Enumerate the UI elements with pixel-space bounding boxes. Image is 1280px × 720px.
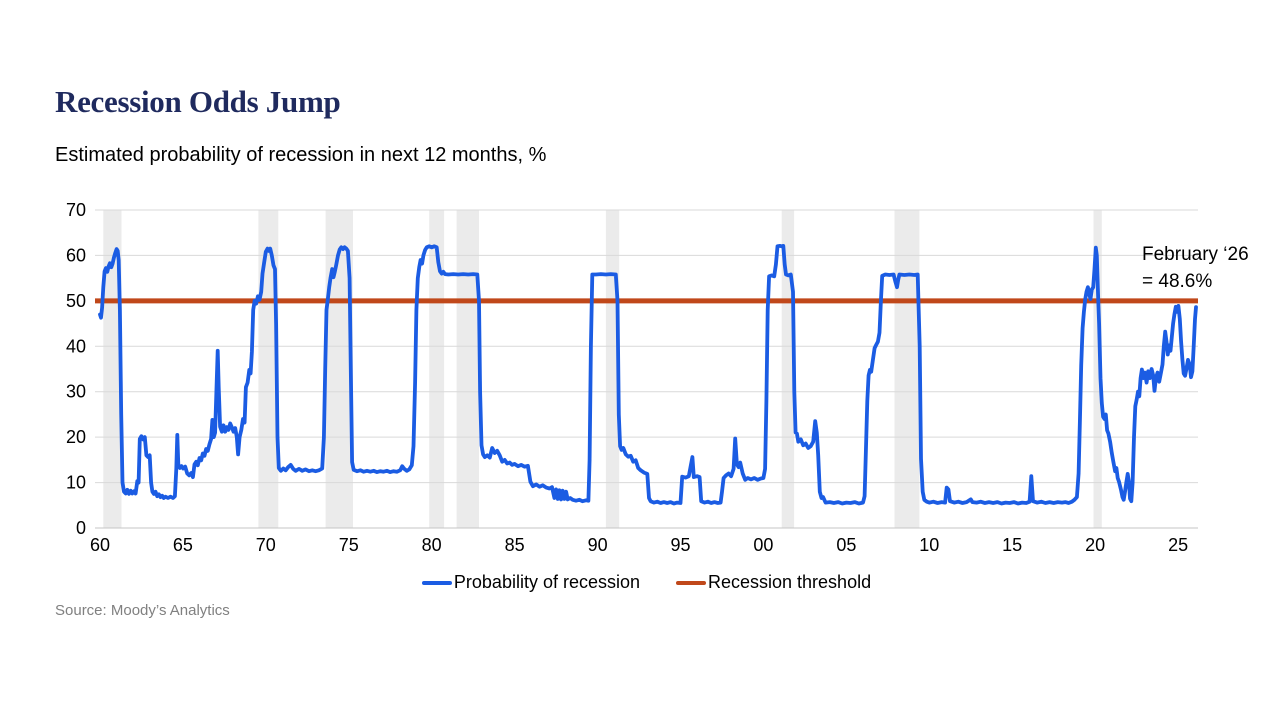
page-title: Recession Odds Jump — [55, 84, 341, 119]
svg-text:30: 30 — [66, 382, 86, 402]
svg-text:50: 50 — [66, 291, 86, 311]
svg-text:70: 70 — [256, 535, 276, 555]
svg-text:70: 70 — [66, 200, 86, 220]
svg-text:65: 65 — [173, 535, 193, 555]
svg-text:40: 40 — [66, 336, 86, 356]
legend-item-threshold: Recession threshold — [676, 572, 871, 593]
svg-text:10: 10 — [919, 535, 939, 555]
annotation-value: = 48.6% — [1142, 271, 1213, 292]
svg-text:0: 0 — [76, 518, 86, 538]
annotation-date: February ‘26 — [1142, 244, 1249, 265]
svg-text:95: 95 — [670, 535, 690, 555]
svg-text:05: 05 — [836, 535, 856, 555]
threshold-line-swatch — [676, 580, 706, 585]
svg-text:75: 75 — [339, 535, 359, 555]
svg-text:80: 80 — [422, 535, 442, 555]
source-note: Source: Moody’s Analytics — [55, 602, 230, 619]
svg-text:60: 60 — [66, 245, 86, 265]
legend-label-probability: Probability of recession — [453, 572, 640, 592]
svg-text:25: 25 — [1168, 535, 1188, 555]
probability-of-recession-line — [98, 243, 1198, 506]
svg-text:90: 90 — [588, 535, 608, 555]
svg-text:60: 60 — [90, 535, 110, 555]
svg-text:20: 20 — [1085, 535, 1105, 555]
svg-text:10: 10 — [66, 473, 86, 493]
x-axis-labels: 60 65 70 75 80 85 90 95 00 05 10 15 20 25 — [90, 535, 1188, 555]
recession-shading-bands — [103, 210, 1102, 528]
y-axis-labels: 0 10 20 30 40 50 60 70 — [66, 200, 86, 538]
svg-text:85: 85 — [505, 535, 525, 555]
chart-subtitle: Estimated probability of recession in ne… — [55, 144, 547, 166]
svg-text:20: 20 — [66, 427, 86, 447]
legend-label-threshold: Recession threshold — [708, 572, 872, 592]
probability-line-swatch — [421, 580, 452, 585]
latest-value-annotation: February ‘26 = 48.6% — [1142, 241, 1249, 295]
svg-text:15: 15 — [1002, 535, 1022, 555]
chart-legend: Probability of recession Recession thres… — [95, 572, 1198, 593]
svg-text:00: 00 — [753, 535, 773, 555]
legend-item-probability: Probability of recession — [421, 572, 640, 593]
